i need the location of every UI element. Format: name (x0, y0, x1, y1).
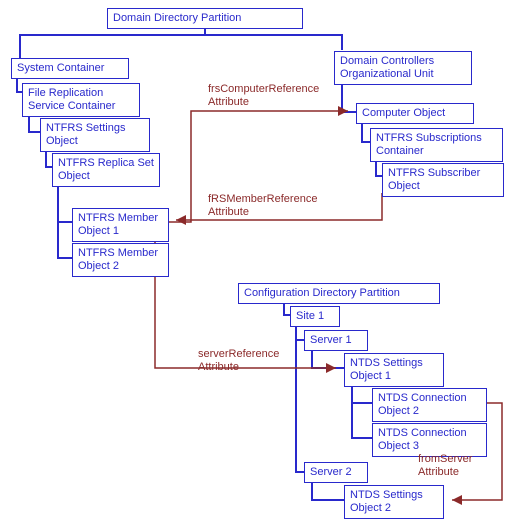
node-label-subcont: NTFRS Subscriptions Container (376, 132, 482, 157)
node-mem2: NTFRS Member Object 2 (72, 243, 169, 277)
node-label-ntfrsrep: NTFRS Replica Set Object (58, 157, 154, 182)
edge-label-frsComp: frsComputerReferenceAttributefrsComputer… (208, 83, 319, 109)
node-frs: File Replication Service Container (22, 83, 140, 117)
node-subobj: NTFRS Subscriber Object (382, 163, 504, 197)
node-ntds1: NTDS Settings Object 1 (344, 353, 444, 387)
node-srv1: Server 1 (304, 330, 368, 351)
node-label-site1: Site 1 (296, 310, 324, 322)
node-label-comp: Computer Object (362, 107, 445, 119)
edge-label-srvRef: serverReferenceAttributeserverReference … (198, 348, 279, 374)
node-label-conn3: NTDS Connection Object 3 (378, 427, 467, 452)
node-cdp: Configuration Directory Partition (238, 283, 440, 304)
node-label-subobj: NTFRS Subscriber Object (388, 167, 480, 192)
node-sys: System Container (11, 58, 129, 79)
node-ntfrsrep: NTFRS Replica Set Object (52, 153, 160, 187)
node-label-ntds2: NTDS Settings Object 2 (350, 489, 423, 514)
node-dcou: Domain Controllers Organizational Unit (334, 51, 472, 85)
node-label-mem1: NTFRS Member Object 1 (78, 212, 158, 237)
node-label-srv2: Server 2 (310, 466, 352, 478)
node-label-ntfrsset: NTFRS Settings Object (46, 122, 125, 147)
node-comp: Computer Object (356, 103, 474, 124)
node-label-sys: System Container (17, 62, 104, 74)
edge-label-frsMem: fRSMemberReferenceAttributefRSMemberRefe… (208, 193, 317, 219)
node-subcont: NTFRS Subscriptions Container (370, 128, 503, 162)
node-conn2: NTDS Connection Object 2 (372, 388, 487, 422)
node-label-ntds1: NTDS Settings Object 1 (350, 357, 423, 382)
node-label-conn2: NTDS Connection Object 2 (378, 392, 467, 417)
node-label-ddp: Domain Directory Partition (113, 12, 241, 24)
node-label-cdp: Configuration Directory Partition (244, 287, 400, 299)
node-label-srv1: Server 1 (310, 334, 352, 346)
node-site1: Site 1 (290, 306, 340, 327)
node-ntds2: NTDS Settings Object 2 (344, 485, 444, 519)
node-label-dcou: Domain Controllers Organizational Unit (340, 55, 434, 80)
node-mem1: NTFRS Member Object 1 (72, 208, 169, 242)
node-label-mem2: NTFRS Member Object 2 (78, 247, 158, 272)
edge-label-fromSrv: fromServerAttributefromServer Attribute (418, 453, 472, 479)
node-ddp: Domain Directory Partition (107, 8, 303, 29)
node-ntfrsset: NTFRS Settings Object (40, 118, 150, 152)
node-label-frs: File Replication Service Container (28, 87, 115, 112)
node-srv2: Server 2 (304, 462, 368, 483)
